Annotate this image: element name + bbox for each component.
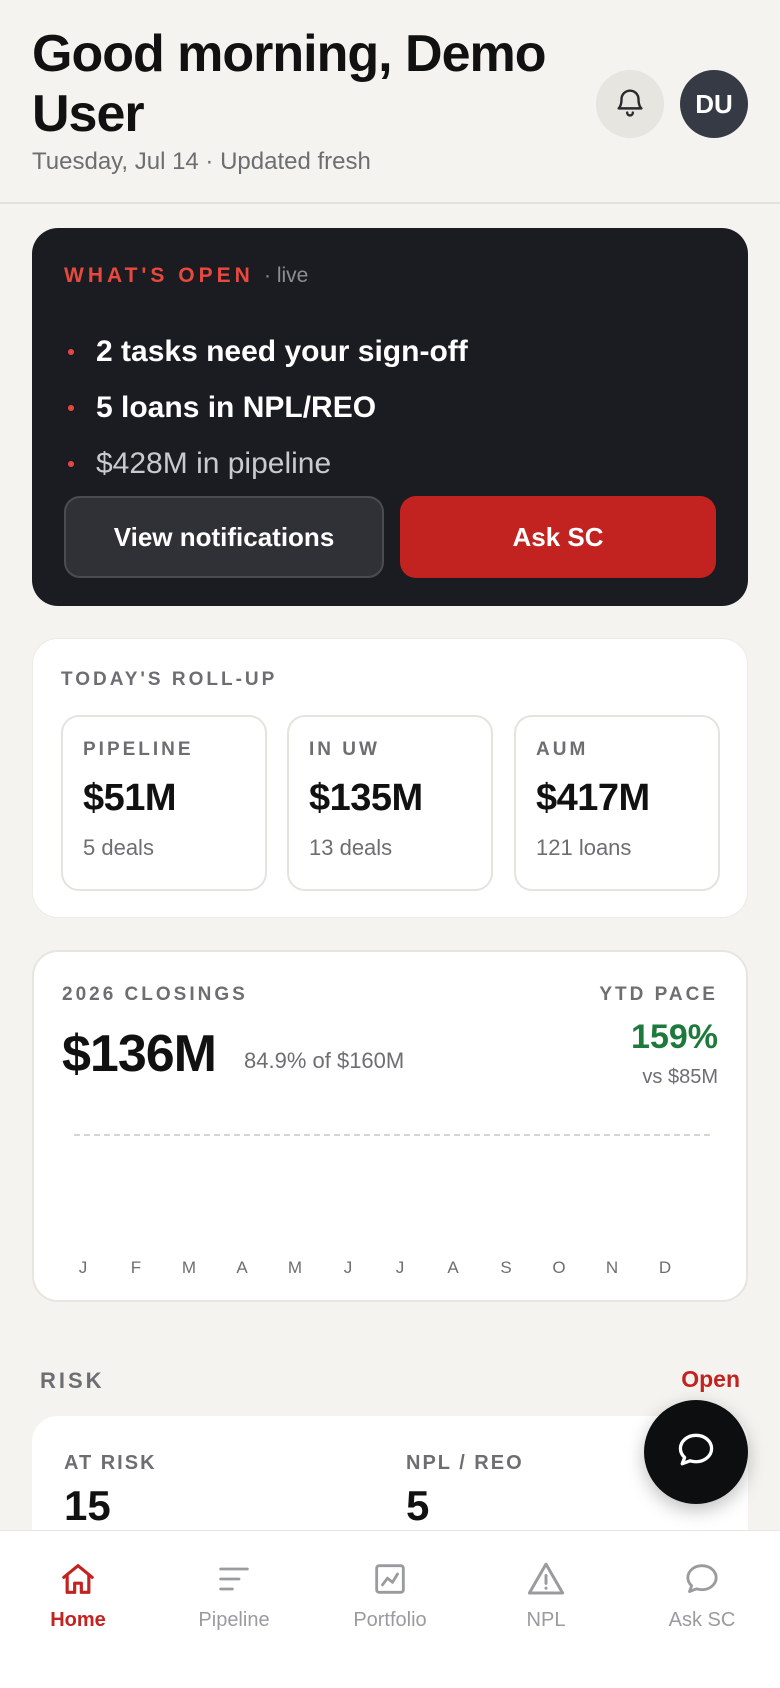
month-label: M [181,1258,197,1277]
month-label: N [605,1258,619,1277]
month-axis: J F M A M J J A S O N D [68,1258,738,1282]
bottom-tab-bar: Home Pipeline Portfolio NPL [0,1530,780,1688]
open-item-text: $428M in pipeline [96,447,332,480]
risk-open-link[interactable]: Open [681,1366,740,1392]
month-label: A [236,1258,248,1277]
month-label: J [78,1258,88,1277]
tile-label: IN UW [309,739,380,760]
rollup-title: TODAY'S ROLL-UP [61,669,278,690]
tab-label: Portfolio [353,1609,427,1631]
at-risk-label: AT RISK [64,1452,157,1474]
open-item: 2 tasks need your sign-off [64,332,468,372]
warning-icon [524,1557,568,1601]
tab-label: Ask SC [668,1609,736,1631]
open-item-text: 5 loans in NPL/REO [96,391,377,424]
closings-value: $136M [62,1025,217,1083]
month-label: M [287,1258,303,1277]
open-item: $428M in pipeline [64,444,331,484]
month-label: S [500,1258,512,1277]
view-notifications-button[interactable]: View notifications [64,496,384,578]
tile-sub: 13 deals [309,835,393,860]
tab-label: Home [50,1609,106,1631]
month-label: J [343,1258,353,1277]
chat-fab-button[interactable] [644,1400,748,1504]
at-risk-value: 15 [64,1482,111,1529]
home-icon [56,1557,100,1601]
open-item: 5 loans in NPL/REO [64,388,376,428]
tab-npl[interactable]: NPL [476,1557,616,1637]
npl-reo-label: NPL / REO [406,1452,524,1474]
tab-label: NPL [526,1609,566,1631]
tab-portfolio[interactable]: Portfolio [320,1557,460,1637]
ytd-pace-label: YTD PACE [599,984,718,1005]
rollup-tile-pipeline[interactable]: PIPELINE $51M 5 deals [61,715,267,891]
tile-sub: 5 deals [83,835,154,860]
bullet-dot [68,405,74,411]
avatar[interactable]: DU [680,70,748,138]
closings-percent-of-goal: 84.9% of $160M [244,1048,405,1073]
closings-card: 2026 CLOSINGS $136M 84.9% of $160M YTD P… [32,950,748,1302]
pipeline-icon [212,1557,256,1601]
greeting-title: Good morning, Demo User [32,25,547,143]
npl-reo-value: 5 [406,1482,430,1529]
tab-home[interactable]: Home [8,1557,148,1637]
tile-value: $51M [83,777,177,819]
tile-label: PIPELINE [83,739,194,760]
bell-icon [613,85,647,124]
tab-label: Pipeline [198,1609,270,1631]
month-label: O [552,1258,566,1277]
risk-section-label: RISK [40,1368,105,1393]
month-label: J [395,1258,405,1277]
notifications-button[interactable] [596,70,664,138]
tile-value: $135M [309,777,423,819]
tile-sub: 121 loans [536,835,632,860]
rollup-card: TODAY'S ROLL-UP PIPELINE $51M 5 deals IN… [32,638,748,918]
tile-label: AUM [536,739,589,760]
rollup-tile-aum[interactable]: AUM $417M 121 loans [514,715,720,891]
ytd-pace-sub: vs $85M [642,1066,718,1088]
bullet-dot [68,349,74,355]
open-item-text: 2 tasks need your sign-off [96,335,468,368]
rollup-tile-in-uw[interactable]: IN UW $135M 13 deals [287,715,493,891]
bullet-dot [68,461,74,467]
month-label: A [447,1258,459,1277]
chat-bubble-icon [674,1428,718,1477]
tab-ask-sc[interactable]: Ask SC [632,1557,772,1637]
whats-open-card: WHAT'S OPEN · live 2 tasks need your sig… [32,228,748,606]
tile-value: $417M [536,777,650,819]
ytd-pace-value: 159% [631,1018,718,1056]
goal-target-line [74,1134,710,1136]
whats-open-title: WHAT'S OPEN [64,264,254,287]
month-label: D [658,1258,672,1277]
month-label: F [130,1258,142,1277]
page-header: Good morning, Demo User Tuesday, Jul 14 … [0,0,780,204]
live-indicator: · live [264,264,309,287]
chart-icon [368,1557,412,1601]
ask-sc-button[interactable]: Ask SC [400,496,716,578]
tab-pipeline[interactable]: Pipeline [164,1557,304,1637]
date-line: Tuesday, Jul 14 · Updated fresh [32,148,371,175]
closings-title: 2026 CLOSINGS [62,984,248,1005]
chat-icon [680,1557,724,1601]
